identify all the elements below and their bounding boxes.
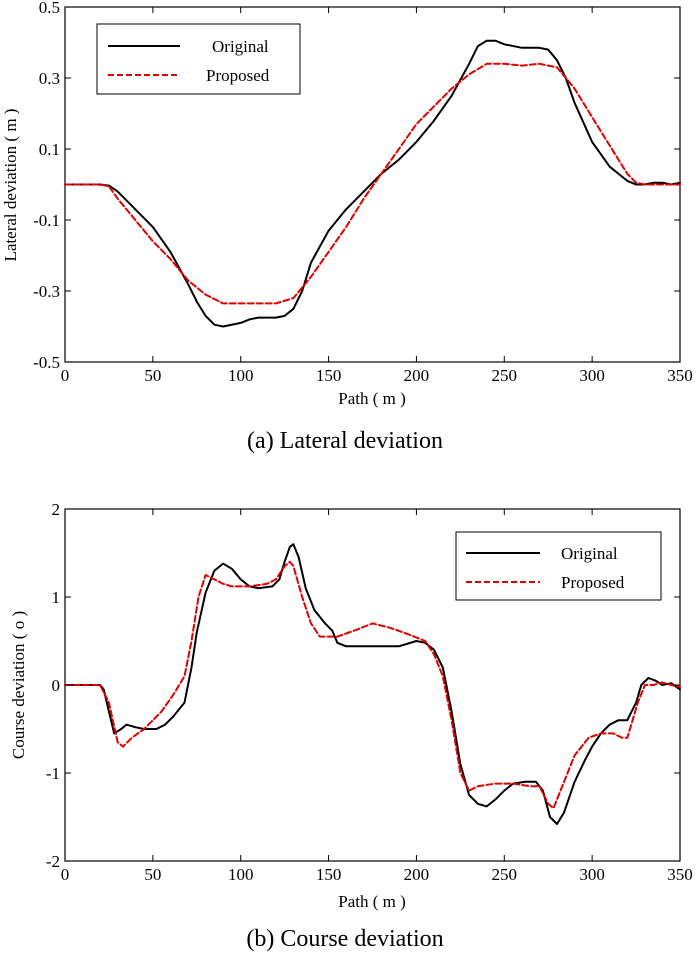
x-tick-label: 200 [404,865,430,884]
y-axis-label: Lateral deviation ( m ) [1,109,20,262]
x-tick-label: 0 [61,366,70,385]
legend: Original Proposed [455,531,662,601]
y-tick-label: -2 [46,852,60,871]
ticks-layer: 0 50 100 150 200 250 300 350 -2 -1 0 1 2 [46,500,693,884]
y-axis-label: Course deviation ( o ) [9,611,28,759]
series-layer [64,543,681,825]
y-tick-label: 0.5 [39,0,60,17]
x-tick-label: 300 [579,865,605,884]
x-tick-label: 100 [228,865,254,884]
x-tick-label: 350 [667,366,693,385]
legend-box [96,23,301,95]
legend-label-original: Original [212,37,269,56]
ticks-layer: 0 50 100 150 200 250 300 350 -0.5 -0.3 -0.1 0.1 0.3 0… [33,0,693,385]
legend-box [455,531,662,601]
legend-label-proposed: Proposed [206,66,270,85]
y-tick-label: 1 [52,588,61,607]
series-layer [64,39,681,328]
series-line-proposed [64,62,681,305]
legend-label-proposed: Proposed [561,573,625,592]
course-deviation-chart: 0 50 100 150 200 250 300 350 -2 -1 0 1 2 Original Pr… [9,500,693,952]
lateral-deviation-chart: 0 50 100 150 200 250 300 350 -0.5 -0.3 -0.1 0.1 0.3 0… [1,0,693,454]
x-axis-label: Path ( m ) [338,892,406,911]
x-tick-label: 200 [404,366,430,385]
y-tick-label: 2 [52,500,61,519]
x-tick-label: 100 [228,366,254,385]
x-tick-label: 0 [61,865,70,884]
x-tick-label: 150 [316,865,342,884]
series-line-original [64,39,681,328]
y-tick-label: 0.3 [39,69,60,88]
x-tick-label: 150 [316,366,342,385]
x-tick-label: 350 [667,865,693,884]
x-tick-label: 250 [492,366,518,385]
legend-label-original: Original [561,544,618,563]
y-tick-label: -1 [46,764,60,783]
chart-caption: (a) Lateral deviation [247,428,443,454]
x-axis-label: Path ( m ) [338,389,406,408]
x-tick-label: 250 [492,865,518,884]
x-tick-label: 50 [144,366,161,385]
x-tick-label: 50 [144,865,161,884]
y-tick-label: 0 [52,676,61,695]
y-tick-label: -0.3 [33,282,60,301]
y-tick-label: 0.1 [39,140,60,159]
series-line-original [64,543,681,825]
y-tick-label: -0.5 [33,353,60,372]
series-line-proposed [64,560,681,810]
y-tick-label: -0.1 [33,211,60,230]
chart-caption: (b) Course deviation [246,926,443,952]
x-tick-label: 300 [579,366,605,385]
legend: Original Proposed [96,23,301,95]
